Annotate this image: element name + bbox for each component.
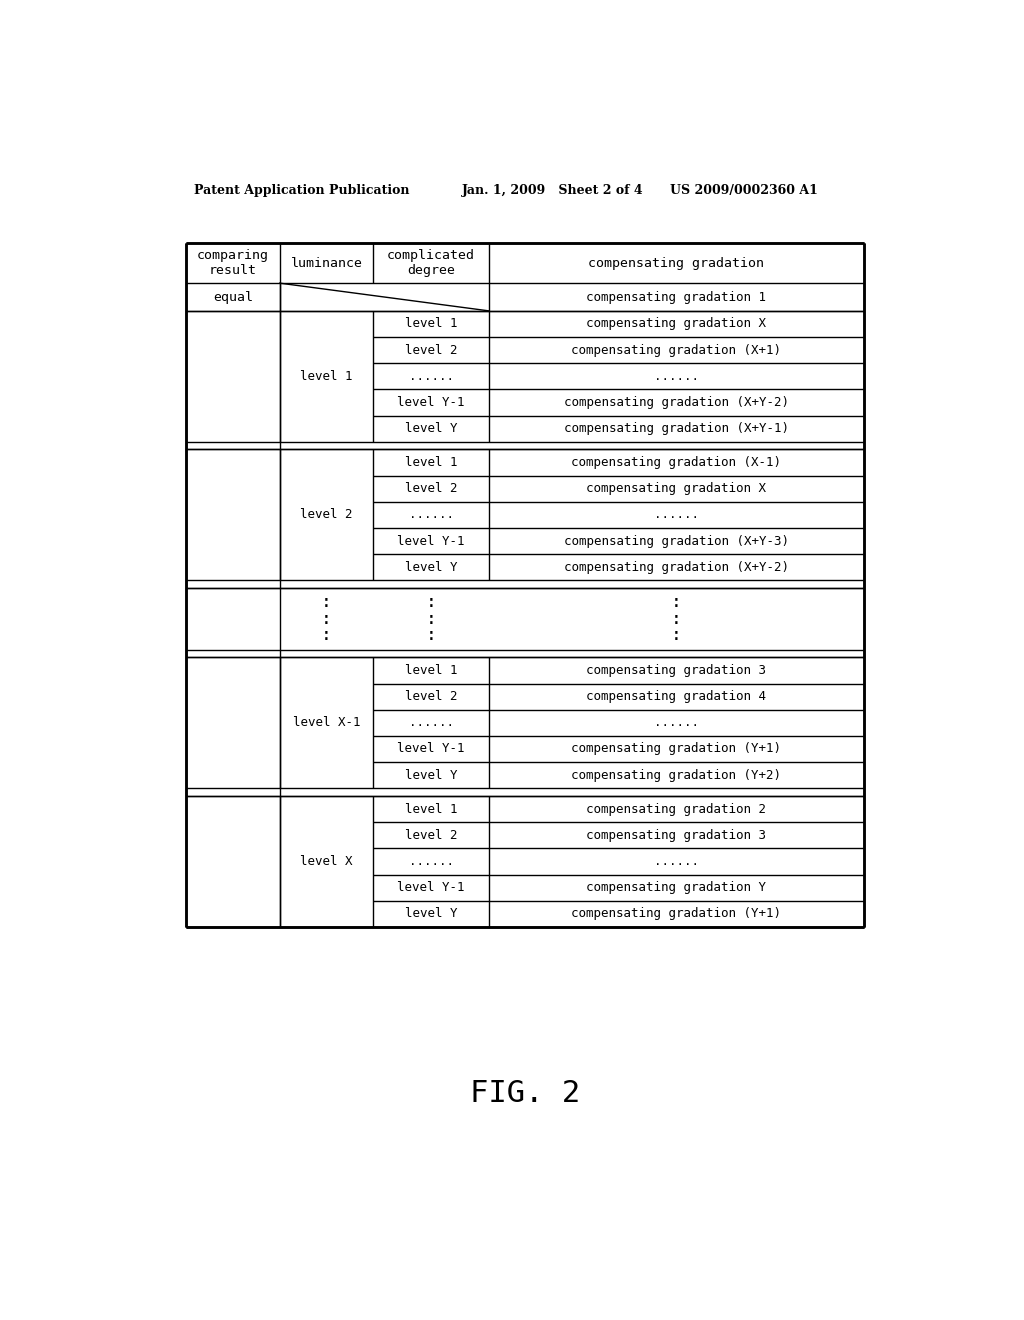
Text: level 2: level 2 [404,343,458,356]
Text: FIG. 2: FIG. 2 [470,1080,580,1109]
Text: level X: level X [300,855,353,869]
Text: level 1: level 1 [404,803,458,816]
Text: level 1: level 1 [404,664,458,677]
Text: compensating gradation 1: compensating gradation 1 [586,290,766,304]
Text: ......: ...... [653,370,698,383]
Text: level 2: level 2 [300,508,353,521]
Text: level 2: level 2 [404,690,458,704]
Text: compensating gradation 4: compensating gradation 4 [586,690,766,704]
Text: luminance: luminance [291,256,362,269]
Text: level Y: level Y [404,422,458,436]
Text: :
:
:: : : : [322,593,332,644]
Text: :
:
:: : : : [426,593,436,644]
Text: level 2: level 2 [404,829,458,842]
Text: compensating gradation (Y+1): compensating gradation (Y+1) [571,907,781,920]
Text: level Y-1: level Y-1 [397,396,465,409]
Text: level Y: level Y [404,907,458,920]
Text: ......: ...... [653,855,698,869]
Text: compensating gradation Y: compensating gradation Y [586,880,766,894]
Text: compensating gradation (Y+2): compensating gradation (Y+2) [571,768,781,781]
Text: compensating gradation X: compensating gradation X [586,317,766,330]
Text: level 1: level 1 [404,317,458,330]
Text: ......: ...... [409,717,454,730]
Text: ......: ...... [653,508,698,521]
Text: compensating gradation 3: compensating gradation 3 [586,829,766,842]
Text: ......: ...... [653,717,698,730]
Text: compensating gradation (X+Y-1): compensating gradation (X+Y-1) [563,422,788,436]
Text: Patent Application Publication: Patent Application Publication [194,185,410,197]
Text: compensating gradation (X+Y-3): compensating gradation (X+Y-3) [563,535,788,548]
Text: level Y-1: level Y-1 [397,742,465,755]
Text: compensating gradation 3: compensating gradation 3 [586,664,766,677]
Text: US 2009/0002360 A1: US 2009/0002360 A1 [670,185,817,197]
Text: level 1: level 1 [300,370,353,383]
Text: ......: ...... [409,855,454,869]
Text: level X-1: level X-1 [293,717,360,730]
Text: compensating gradation (Y+1): compensating gradation (Y+1) [571,742,781,755]
Text: ......: ...... [409,370,454,383]
Text: level Y: level Y [404,561,458,574]
Text: compensating gradation: compensating gradation [588,256,764,269]
Text: level Y-1: level Y-1 [397,535,465,548]
Text: comparing
result: comparing result [197,249,269,277]
Text: ......: ...... [409,508,454,521]
Text: level 2: level 2 [404,482,458,495]
Text: complicated
degree: complicated degree [387,249,475,277]
Text: compensating gradation (X+Y-2): compensating gradation (X+Y-2) [563,396,788,409]
Text: compensating gradation X: compensating gradation X [586,482,766,495]
Text: compensating gradation 2: compensating gradation 2 [586,803,766,816]
Text: level 1: level 1 [404,455,458,469]
Text: compensating gradation (X+1): compensating gradation (X+1) [571,343,781,356]
Text: level Y: level Y [404,768,458,781]
Text: equal: equal [213,290,253,304]
Text: Jan. 1, 2009   Sheet 2 of 4: Jan. 1, 2009 Sheet 2 of 4 [462,185,643,197]
Text: compensating gradation (X-1): compensating gradation (X-1) [571,455,781,469]
Text: level Y-1: level Y-1 [397,880,465,894]
Text: :
:
:: : : : [671,593,682,644]
Text: compensating gradation (X+Y-2): compensating gradation (X+Y-2) [563,561,788,574]
